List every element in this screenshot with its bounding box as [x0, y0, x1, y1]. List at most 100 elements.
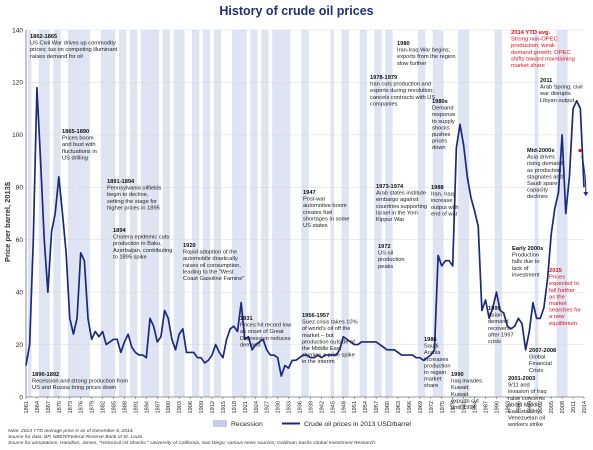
- recession-band: [108, 30, 112, 397]
- recession-band: [27, 30, 32, 397]
- annotation-text: and bust with: [62, 142, 96, 148]
- recession-band: [57, 30, 61, 397]
- recession-band: [345, 30, 349, 397]
- recession-band: [534, 30, 539, 397]
- annotation-text: Financial: [529, 361, 552, 367]
- price-line: [25, 86, 585, 377]
- annotation-heading: 1894: [113, 228, 126, 234]
- y-tick-label: 100: [12, 132, 23, 139]
- annotation-text: automotive boom: [303, 203, 347, 209]
- x-tick-label: 1978: [451, 401, 457, 413]
- recession-band: [166, 30, 171, 397]
- recession-band: [86, 30, 90, 397]
- annotation-text: leading to the "West: [183, 269, 234, 275]
- recession-band: [283, 30, 287, 397]
- x-tick-label: 1882: [101, 401, 107, 413]
- annotation-text: to regain: [424, 370, 446, 376]
- y-tick-label: 80: [16, 185, 24, 192]
- recession-band: [458, 30, 462, 397]
- x-tick-label: 2008: [560, 401, 566, 413]
- recession-band: [75, 30, 79, 397]
- x-tick-label: 1984: [473, 401, 479, 413]
- annotation-text: peaks: [378, 264, 393, 270]
- annotation-text: demand growth; OPEC: [511, 50, 571, 56]
- x-tick-label: 2011: [571, 401, 577, 413]
- arrow-head: [583, 192, 589, 197]
- annotation-text: Azerbaijan, contributing: [113, 248, 172, 254]
- annotation-text: increase: [431, 198, 453, 204]
- recession-band: [377, 30, 382, 397]
- recession-band: [465, 30, 470, 397]
- recession-band: [250, 30, 254, 397]
- annotation-text: Cholera epidemic cuts: [113, 235, 169, 241]
- annotation-text: shifts toward maintaining: [511, 56, 575, 62]
- y-axis-label: Price per barrel, 2013$: [3, 181, 12, 262]
- recession-band: [140, 30, 145, 397]
- annotation-heading: 2015: [549, 268, 563, 274]
- recession-band: [177, 30, 181, 397]
- annotation-text: down: [432, 145, 446, 151]
- recession-band: [202, 30, 207, 397]
- x-tick-label: 1909: [199, 401, 205, 413]
- recession-band: [213, 30, 218, 397]
- x-tick-label: 1975: [440, 401, 446, 413]
- x-tick-label: 1894: [144, 401, 150, 413]
- recession-band: [181, 30, 185, 397]
- x-tick-label: 1999: [527, 401, 533, 413]
- annotation-text: exports from the region: [397, 54, 455, 60]
- annotation-text: Iraq invades: [451, 379, 482, 385]
- x-tick-label: 1861: [24, 401, 30, 413]
- x-tick-label: 1918: [232, 401, 238, 413]
- annotation-text: Kuwait: [451, 392, 468, 398]
- x-tick-label: 1957: [374, 401, 380, 413]
- recession-band: [129, 30, 134, 397]
- annotation-heading: 1947: [303, 190, 316, 196]
- recession-band: [388, 30, 393, 397]
- annotation-text: falls due to: [512, 259, 540, 265]
- annotation-text: production: [378, 257, 405, 263]
- x-tick-label: 1906: [188, 401, 194, 413]
- annotation-text: Iran cuts production and: [370, 82, 431, 88]
- annotation-heading: 2001-2003: [508, 376, 535, 382]
- projection-arrow: [581, 155, 587, 196]
- recession-band: [261, 30, 265, 397]
- annotation-heading: 1988: [431, 185, 444, 191]
- legend-recession-swatch: [213, 420, 227, 427]
- recession-band: [439, 30, 444, 397]
- annotation-text: companies: [370, 101, 398, 107]
- annotation-heading: Mid-2000s: [527, 148, 555, 154]
- x-tick-label: 1915: [221, 401, 227, 413]
- annotation-heading: 1978-1979: [370, 75, 397, 81]
- x-tick-label: 1891: [133, 401, 139, 413]
- footnotes: Note: 2014 YTD average price is as of De…: [8, 428, 376, 446]
- annotation-text: market: [549, 301, 567, 307]
- recession-band: [144, 30, 149, 397]
- annotation-text: demand: [488, 319, 509, 325]
- recession-band: [78, 30, 83, 397]
- annotation-text: Saudi spare: [527, 181, 557, 187]
- annotation-text: stymies a price spike: [302, 353, 355, 359]
- annotation-heading: 1990: [451, 372, 464, 378]
- annotation-text: Suez crisis takes 10%: [302, 320, 358, 326]
- annotation-text: automobile drastically: [183, 256, 238, 262]
- x-tick-label: 1900: [166, 401, 172, 413]
- x-tick-label: 1936: [298, 401, 304, 413]
- recession-band: [253, 30, 258, 397]
- x-tick-label: 1864: [35, 401, 41, 413]
- annotation-text: market – but: [302, 333, 334, 339]
- x-tick-label: 1996: [516, 401, 522, 413]
- annotation-text: Depression reduces: [240, 336, 291, 342]
- recession-band: [155, 30, 160, 397]
- annotation-text: output with: [431, 205, 459, 211]
- x-tick-label: 1870: [57, 401, 63, 413]
